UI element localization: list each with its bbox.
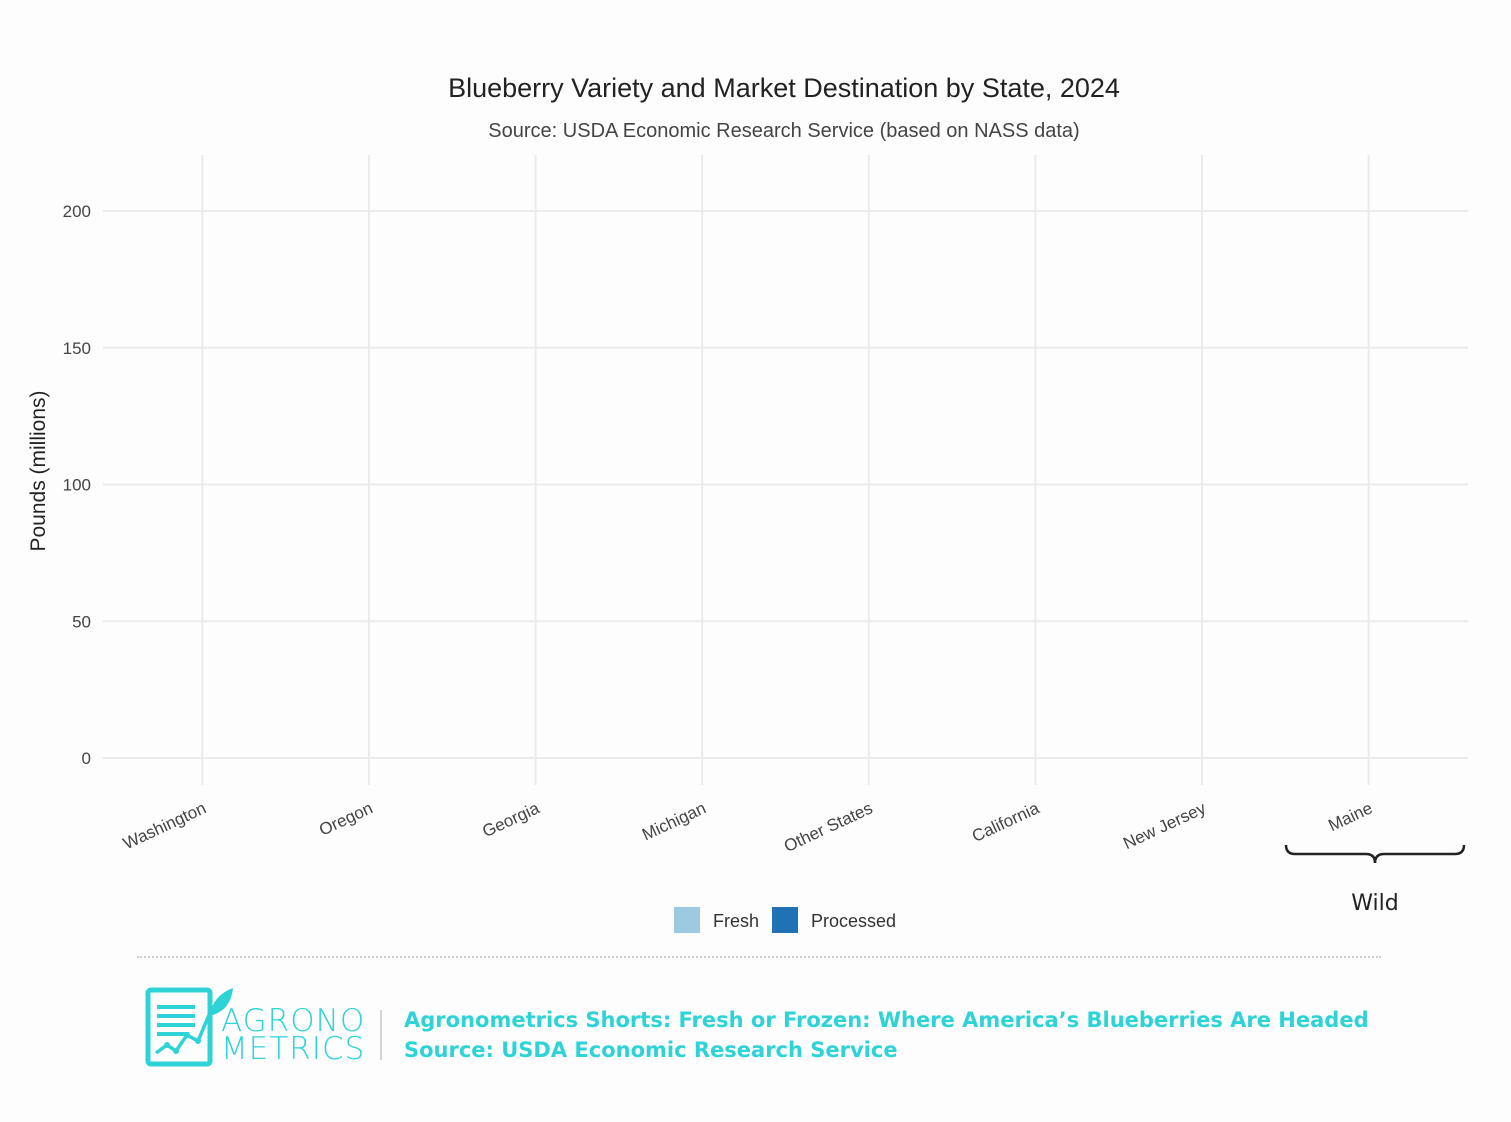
wild-annotation: Wild (1351, 891, 1398, 916)
x-tick-label: Georgia (479, 798, 542, 841)
footer-separator (380, 1010, 382, 1060)
x-tick-label: New Jersey (1120, 798, 1209, 853)
x-tick-label: Michigan (639, 798, 709, 844)
y-axis-label: Pounds (millions) (27, 390, 50, 551)
logo-word-agrono: AGRONO (221, 1003, 366, 1039)
gridlines (103, 155, 1468, 785)
x-tick-label: California (969, 798, 1043, 846)
legend-swatch-processed (772, 907, 799, 933)
wild-brace (1284, 844, 1466, 864)
x-tick-label: Oregon (316, 798, 375, 839)
footer-source: Source: USDA Economic Research Service (404, 1038, 898, 1062)
y-tick-label: 100 (63, 476, 91, 495)
footer-headline: Agronometrics Shorts: Fresh or Frozen: W… (404, 1008, 1369, 1032)
legend: Fresh Processed (674, 907, 896, 933)
legend-label-fresh: Fresh (713, 911, 759, 931)
x-tick-label: Washington (120, 798, 209, 853)
chart-title: Blueberry Variety and Market Destination… (448, 73, 1120, 103)
y-tick-label: 0 (82, 749, 91, 768)
y-tick-label: 200 (63, 202, 91, 221)
chart: Blueberry Variety and Market Destination… (27, 73, 1468, 933)
x-tick-label: Maine (1325, 798, 1375, 835)
x-axis-ticks: Washington Oregon Georgia Michigan Other Sta… (120, 798, 1375, 856)
y-tick-label: 50 (72, 612, 91, 631)
legend-label-processed: Processed (811, 911, 896, 931)
y-tick-label: 150 (63, 339, 91, 358)
legend-swatch-fresh (674, 907, 700, 933)
x-tick-label: Other States (781, 798, 876, 856)
footer-divider (137, 956, 1381, 958)
chart-subtitle: Source: USDA Economic Research Service (… (488, 120, 1079, 142)
y-axis-ticks: 0 50 100 150 200 (63, 202, 91, 768)
agronometrics-logo-icon (145, 987, 233, 1067)
logo-word-metrics: METRICS (221, 1031, 366, 1067)
